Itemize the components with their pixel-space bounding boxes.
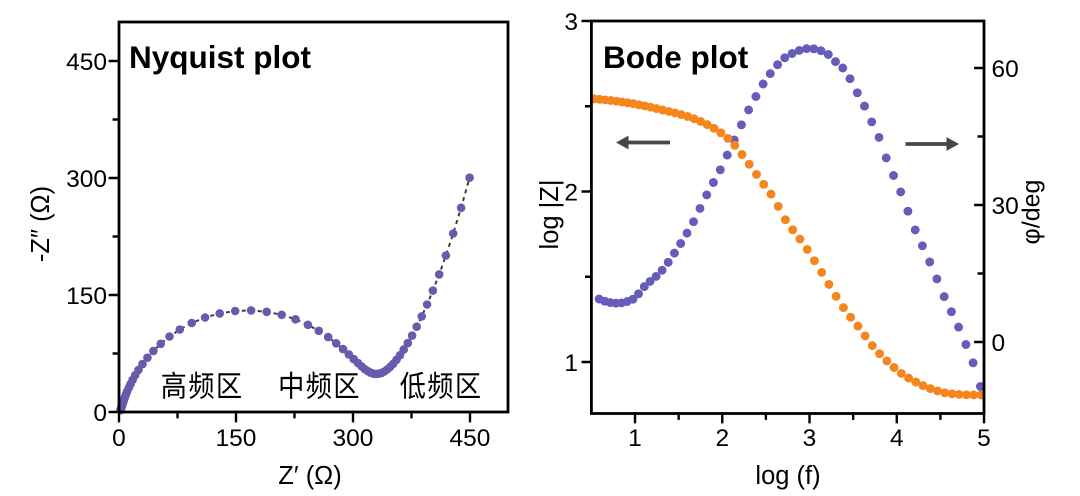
svg-text:1: 1 [628,425,642,452]
svg-text:log |Z|: log |Z| [536,180,564,250]
svg-text:0: 0 [992,330,1006,357]
svg-text:-Z″ (Ω): -Z″ (Ω) [27,186,55,262]
svg-text:5: 5 [977,425,991,452]
svg-text:150: 150 [66,283,107,310]
svg-text:3: 3 [803,425,817,452]
svg-text:30: 30 [992,193,1019,220]
svg-text:log (f): log (f) [755,462,820,490]
svg-text:1: 1 [564,350,578,377]
svg-text:2: 2 [715,425,729,452]
svg-text:Z′ (Ω): Z′ (Ω) [278,462,342,490]
svg-text:0: 0 [93,400,107,427]
svg-text:0: 0 [112,425,126,452]
svg-text:2: 2 [564,179,578,206]
svg-text:150: 150 [216,425,257,452]
svg-text:Nyquist plot: Nyquist plot [129,39,311,75]
svg-text:300: 300 [333,425,374,452]
svg-text:450: 450 [66,49,107,76]
svg-text:3: 3 [564,9,578,36]
svg-text:300: 300 [66,166,107,193]
svg-text:450: 450 [450,425,491,452]
svg-text:φ/deg: φ/deg [1018,180,1046,245]
svg-text:60: 60 [992,56,1019,83]
svg-text:Bode plot: Bode plot [603,39,749,75]
svg-text:4: 4 [890,425,904,452]
